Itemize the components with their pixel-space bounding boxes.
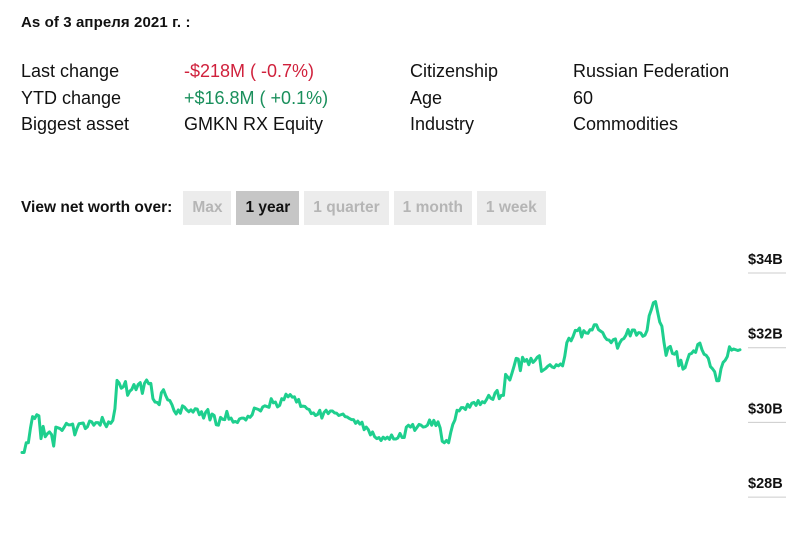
range-button-1-year[interactable]: 1 year [236,191,300,225]
ytd-change-value: +$16.8M ( +0.1%) [184,87,329,108]
range-button-1-quarter[interactable]: 1 quarter [304,191,389,225]
ytd-change-label: YTD change [21,87,122,108]
citizenship-label: Citizenship [410,61,499,81]
as-of-date: As of 3 апреля 2021 г. : [21,14,191,31]
y-tick-label: $28B [748,476,783,492]
range-button-max[interactable]: Max [183,191,232,225]
citizenship-value: Russian Federation [573,61,730,81]
y-tick-label: $30B [748,401,783,417]
industry-label: Industry [410,114,475,134]
range-button-1-month[interactable]: 1 month [393,191,472,225]
last-change-value: -$218M ( -0.7%) [184,61,315,81]
net-worth-chart: $34B $32B $30B $28B [20,252,786,498]
last-change-label: Last change [21,61,120,81]
age-label: Age [410,87,443,108]
biggest-asset-label: Biggest asset [21,114,130,134]
biggest-asset-value: GMKN RX Equity [184,114,324,134]
y-tick-label: $32B [748,327,783,343]
range-selector-label: View net worth over: [21,199,173,216]
net-worth-line [20,300,742,454]
range-button-1-week[interactable]: 1 week [476,191,546,225]
age-value: 60 [573,87,594,108]
y-tick-label: $34B [748,252,783,268]
range-selector: View net worth over: Max 1 year 1 quarte… [21,191,551,225]
industry-value: Commodities [573,114,679,134]
